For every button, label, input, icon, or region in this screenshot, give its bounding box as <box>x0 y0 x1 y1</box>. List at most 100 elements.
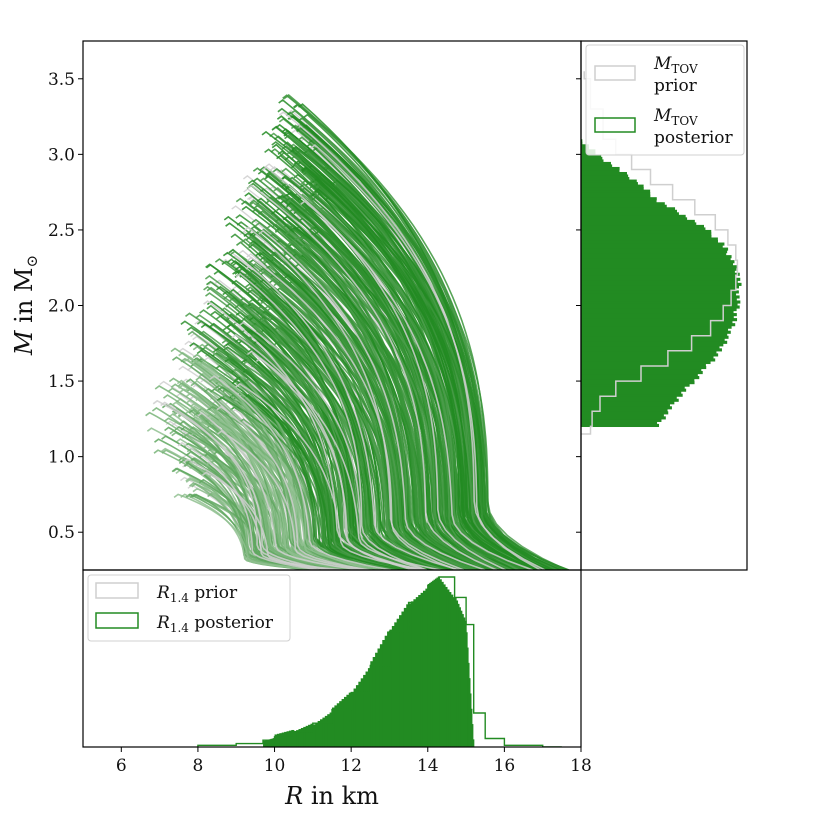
mr-curve <box>303 200 554 570</box>
mr-curve <box>256 305 463 570</box>
mtov-posterior-bar <box>581 229 712 234</box>
y-tick-label: 1.5 <box>48 372 75 392</box>
r14-posterior-bar <box>403 607 407 747</box>
r14-posterior-bar <box>273 738 276 747</box>
r14-posterior-bar <box>399 615 403 747</box>
mr-curve <box>248 182 496 570</box>
mr-curve <box>261 166 506 570</box>
mtov-posterior-bar <box>581 277 741 281</box>
mr-curve <box>246 256 458 570</box>
r14-posterior-bar <box>274 734 278 747</box>
r14-posterior-bar <box>288 730 292 747</box>
mtov-posterior-bar <box>581 197 657 201</box>
mr-curve <box>173 493 326 570</box>
r14-posterior-bar <box>420 592 424 747</box>
mtov-posterior-bar <box>581 388 687 392</box>
r14-posterior-bar <box>458 607 461 747</box>
mtov-posterior-bar <box>581 247 729 251</box>
mtov-posterior-bar <box>581 381 695 385</box>
mtov-histogram-bars <box>581 71 742 435</box>
mtov-posterior-bar <box>581 199 657 203</box>
mr-curve <box>268 233 483 570</box>
mtov-posterior-bar <box>581 192 651 196</box>
mr-curve <box>259 188 497 570</box>
mr-curve <box>247 184 497 570</box>
r14-posterior-bar <box>339 701 343 747</box>
mr-curve <box>266 224 469 570</box>
mtov-posterior-bar <box>581 411 669 415</box>
y-tick-label: 2.5 <box>48 221 75 241</box>
r14-posterior-bar <box>445 586 448 747</box>
mtov-posterior-bar <box>581 222 697 226</box>
r14-posterior-bar <box>348 692 352 747</box>
mass-radius-curves <box>145 93 570 570</box>
r14-posterior-bar <box>310 723 314 747</box>
mtov-posterior-bar <box>581 255 732 259</box>
mtov-posterior-bar <box>581 184 644 188</box>
mtov-posterior-bar <box>581 416 666 420</box>
mtov-legend-posterior-swatch <box>594 117 636 133</box>
mtov-posterior-bar <box>581 308 737 312</box>
r14-posterior-bar <box>353 688 357 747</box>
bottom-panel-frame <box>82 569 582 748</box>
mtov-posterior-bar <box>581 144 589 148</box>
r14-posterior-bar <box>320 719 324 747</box>
x-tick-label: 18 <box>570 756 592 776</box>
mr-curve <box>168 377 351 570</box>
mtov-posterior-bar <box>581 363 706 367</box>
mtov-posterior-bar <box>581 325 732 329</box>
r14-posterior-bar <box>467 662 470 747</box>
mtov-posterior-bar <box>581 403 670 407</box>
mr-curve <box>250 334 430 570</box>
r14-legend: R1.4 prior R1.4 posterior <box>87 574 291 642</box>
mtov-posterior-bar <box>581 383 690 387</box>
mtov-posterior-bar <box>581 156 603 160</box>
mtov-posterior-bar <box>581 214 686 218</box>
mtov-posterior-bar <box>581 287 737 291</box>
mtov-posterior-bar <box>581 182 638 186</box>
x-tick-label: 14 <box>417 756 439 776</box>
r14-posterior-bar <box>303 726 307 747</box>
r14-posterior-bar <box>324 715 328 747</box>
mtov-posterior-bar <box>581 295 740 299</box>
mtov-posterior-bar <box>581 267 737 271</box>
mtov-posterior-bar <box>581 370 703 375</box>
mr-curve <box>170 347 373 570</box>
r14-posterior-bar <box>422 590 426 747</box>
y-tick-label: 3.0 <box>48 145 75 165</box>
r14-posterior-bar <box>334 705 338 747</box>
r14-posterior-bar <box>382 639 386 747</box>
r14-posterior-bar <box>281 732 285 747</box>
mr-curve <box>300 243 500 570</box>
r14-posterior-bar <box>469 693 472 747</box>
mr-curve <box>293 160 549 570</box>
mtov-posterior-bar <box>581 177 630 181</box>
mr-curve <box>238 321 426 570</box>
r14-posterior-bar <box>429 582 432 747</box>
mr-curve <box>247 343 452 570</box>
mtov-posterior-bar <box>581 406 672 410</box>
mtov-posterior-bar <box>581 300 741 304</box>
r14-posterior-bar <box>430 581 433 747</box>
r14-legend-prior-label: R1.4 prior <box>156 583 238 605</box>
mtov-posterior-bar <box>581 348 722 352</box>
mtov-posterior-bar <box>581 161 611 166</box>
mtov-posterior-bar <box>581 285 739 289</box>
mr-curve <box>191 358 373 570</box>
mr-curve <box>232 270 432 570</box>
mtov-posterior-bar <box>581 227 706 231</box>
r14-posterior-bar <box>389 629 393 747</box>
mr-curve <box>183 458 334 570</box>
mtov-posterior-bar <box>581 292 737 297</box>
mr-curve <box>178 381 340 570</box>
mtov-posterior-bar <box>581 350 717 354</box>
y-axis-label-var: M <box>10 329 38 356</box>
mr-curve <box>217 430 369 570</box>
mr-curve <box>189 482 333 570</box>
r14-posterior-bar <box>372 656 376 747</box>
r14-posterior-bar <box>308 724 312 747</box>
r14-posterior-bar <box>450 594 454 747</box>
x-tick-label: 8 <box>193 756 204 776</box>
y-tick-label: 2.0 <box>48 297 75 317</box>
mtov-legend-prior-label: MTOV <box>653 54 698 76</box>
